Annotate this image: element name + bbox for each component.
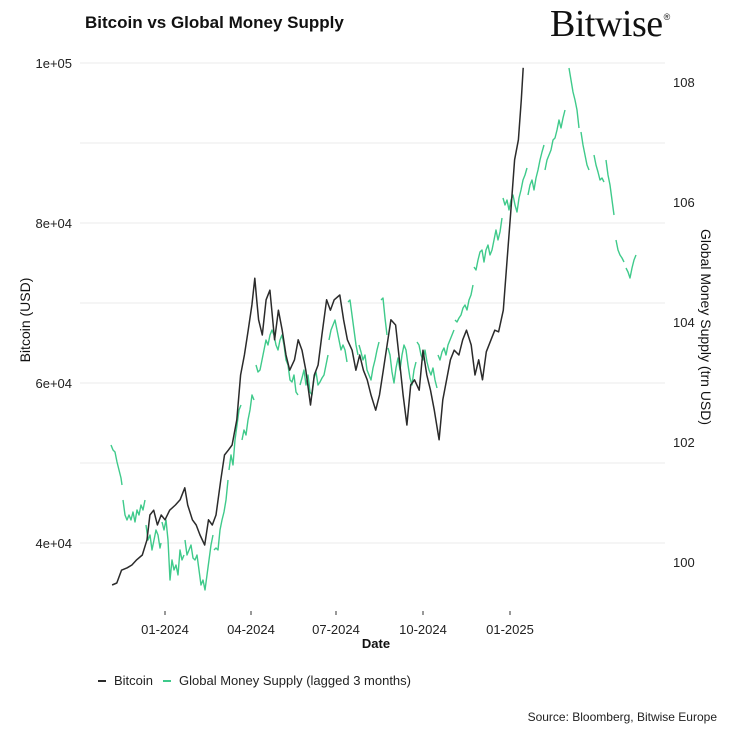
legend-item-money-supply: Global Money Supply (lagged 3 months): [163, 673, 411, 688]
y-axis-right-title: Global Money Supply (trn USD): [698, 229, 714, 425]
y-axis-left-title: Bitcoin (USD): [17, 278, 33, 363]
y-axis-left: 4e+04 6e+04 8e+04 1e+05: [35, 56, 72, 551]
svg-text:106: 106: [673, 195, 695, 210]
y-axis-right: 100 102 104 106 108: [673, 75, 695, 570]
svg-text:6e+04: 6e+04: [35, 376, 72, 391]
source-note: Source: Bloomberg, Bitwise Europe: [527, 710, 717, 724]
legend-swatch-bitcoin: [98, 679, 106, 682]
legend-item-bitcoin: Bitcoin: [98, 673, 153, 688]
legend-label-bitcoin: Bitcoin: [114, 673, 154, 688]
money-supply-series: [110, 67, 637, 591]
svg-text:07-2024: 07-2024: [312, 622, 360, 637]
x-axis: 01-2024 04-2024 07-2024 10-2024 01-2025: [141, 611, 534, 637]
bitcoin-series: [111, 67, 524, 586]
legend-label-money-supply: Global Money Supply (lagged 3 months): [179, 673, 411, 688]
svg-text:100: 100: [673, 555, 695, 570]
gridlines: [80, 62, 665, 544]
svg-text:8e+04: 8e+04: [35, 216, 72, 231]
chart-title: Bitcoin vs Global Money Supply: [85, 13, 344, 32]
logo-text: Bitwise: [550, 3, 663, 45]
svg-text:102: 102: [673, 435, 695, 450]
svg-text:4e+04: 4e+04: [35, 536, 72, 551]
x-axis-title: Date: [362, 636, 390, 651]
legend-swatch-money-supply: [163, 679, 172, 682]
bitwise-logo: Bitwise®: [550, 2, 671, 46]
svg-text:104: 104: [673, 315, 695, 330]
svg-text:01-2025: 01-2025: [486, 622, 534, 637]
svg-text:1e+05: 1e+05: [35, 56, 72, 71]
svg-text:108: 108: [673, 75, 695, 90]
registered-mark: ®: [663, 12, 671, 22]
svg-text:01-2024: 01-2024: [141, 622, 189, 637]
chart-area: 4e+04 6e+04 8e+04 1e+05 100 102 104 106 108 01-…: [17, 56, 714, 651]
svg-text:04-2024: 04-2024: [227, 622, 275, 637]
legend: Bitcoin Global Money Supply (lagged 3 mo…: [98, 673, 415, 688]
svg-text:10-2024: 10-2024: [399, 622, 447, 637]
